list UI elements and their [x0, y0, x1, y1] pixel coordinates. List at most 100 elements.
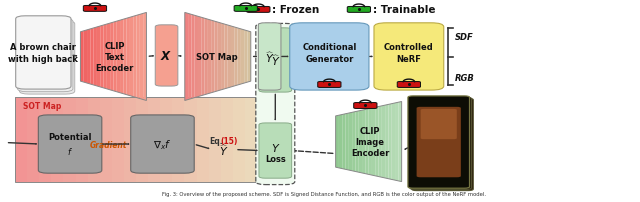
Polygon shape — [388, 104, 392, 180]
Polygon shape — [136, 98, 148, 182]
Polygon shape — [112, 98, 124, 182]
FancyBboxPatch shape — [290, 24, 369, 91]
Text: Controlled
NeRF: Controlled NeRF — [384, 43, 434, 63]
Polygon shape — [395, 103, 398, 181]
Polygon shape — [248, 32, 251, 83]
FancyBboxPatch shape — [19, 22, 75, 95]
Polygon shape — [196, 98, 209, 182]
Text: : Trainable: : Trainable — [372, 5, 435, 15]
FancyBboxPatch shape — [354, 103, 377, 109]
Polygon shape — [76, 98, 88, 182]
Polygon shape — [211, 21, 214, 93]
Polygon shape — [104, 25, 107, 89]
Polygon shape — [352, 112, 355, 172]
Text: A brown chair
with high back: A brown chair with high back — [8, 43, 78, 64]
Text: Loss: Loss — [265, 154, 285, 163]
FancyBboxPatch shape — [38, 115, 102, 173]
Text: Eq.: Eq. — [209, 136, 223, 145]
Polygon shape — [385, 105, 388, 179]
Polygon shape — [93, 28, 97, 86]
FancyBboxPatch shape — [259, 29, 292, 93]
Text: $\boldsymbol{X}$: $\boldsymbol{X}$ — [161, 50, 173, 63]
Polygon shape — [27, 98, 39, 182]
FancyBboxPatch shape — [131, 115, 194, 173]
FancyBboxPatch shape — [397, 82, 420, 88]
Polygon shape — [100, 26, 104, 88]
Text: SOT Map: SOT Map — [196, 53, 237, 62]
FancyBboxPatch shape — [234, 6, 257, 12]
Polygon shape — [335, 116, 339, 168]
Polygon shape — [191, 15, 195, 99]
Polygon shape — [198, 17, 202, 97]
Text: RGB: RGB — [454, 74, 474, 83]
Polygon shape — [392, 103, 395, 180]
Polygon shape — [342, 114, 346, 169]
Polygon shape — [365, 109, 369, 175]
Polygon shape — [208, 20, 211, 94]
Text: : Frozen: : Frozen — [272, 5, 319, 15]
Polygon shape — [90, 29, 93, 86]
Text: CLIP
Text
Encoder: CLIP Text Encoder — [95, 41, 134, 73]
FancyBboxPatch shape — [259, 123, 292, 178]
Polygon shape — [346, 114, 349, 170]
Polygon shape — [148, 98, 160, 182]
Polygon shape — [88, 98, 100, 182]
Polygon shape — [228, 26, 231, 88]
Polygon shape — [378, 106, 382, 177]
Text: $\nabla_x f$: $\nabla_x f$ — [153, 138, 172, 151]
Polygon shape — [184, 98, 196, 182]
FancyBboxPatch shape — [317, 82, 341, 88]
Text: $\widehat{Y}$: $\widehat{Y}$ — [219, 142, 228, 157]
Polygon shape — [221, 24, 225, 90]
Polygon shape — [221, 98, 233, 182]
Polygon shape — [39, 98, 51, 182]
FancyBboxPatch shape — [16, 17, 71, 90]
Polygon shape — [231, 27, 234, 87]
FancyBboxPatch shape — [156, 26, 178, 87]
Polygon shape — [97, 27, 100, 87]
FancyBboxPatch shape — [17, 19, 73, 92]
Polygon shape — [81, 32, 84, 83]
Polygon shape — [237, 29, 241, 86]
Polygon shape — [214, 22, 218, 92]
Polygon shape — [124, 98, 136, 182]
Polygon shape — [107, 24, 110, 90]
Polygon shape — [172, 98, 184, 182]
Text: Gradient: Gradient — [90, 140, 127, 149]
FancyBboxPatch shape — [420, 109, 457, 140]
Polygon shape — [205, 19, 208, 95]
Polygon shape — [116, 21, 120, 93]
Text: CLIP
Image
Encoder: CLIP Image Encoder — [351, 126, 389, 158]
Polygon shape — [140, 14, 143, 100]
Polygon shape — [369, 108, 372, 175]
Polygon shape — [398, 102, 402, 182]
FancyBboxPatch shape — [256, 24, 295, 185]
Polygon shape — [245, 98, 257, 182]
Polygon shape — [349, 113, 352, 171]
Polygon shape — [120, 20, 124, 94]
Polygon shape — [51, 98, 63, 182]
FancyBboxPatch shape — [348, 7, 371, 13]
Text: (15): (15) — [221, 136, 238, 145]
Polygon shape — [15, 98, 27, 182]
Polygon shape — [382, 106, 385, 178]
Polygon shape — [372, 108, 375, 176]
Polygon shape — [209, 98, 221, 182]
Text: $Y$: $Y$ — [271, 141, 280, 153]
Text: $\widehat{Y}$: $\widehat{Y}$ — [265, 50, 275, 65]
Polygon shape — [100, 98, 112, 182]
Polygon shape — [355, 111, 359, 172]
Polygon shape — [362, 110, 365, 174]
Polygon shape — [202, 18, 205, 96]
Polygon shape — [188, 14, 191, 100]
Polygon shape — [375, 107, 378, 177]
Polygon shape — [218, 23, 221, 91]
Polygon shape — [124, 19, 127, 95]
Polygon shape — [359, 111, 362, 173]
Polygon shape — [160, 98, 172, 182]
Text: SDF: SDF — [454, 33, 473, 42]
FancyBboxPatch shape — [259, 24, 281, 91]
Polygon shape — [130, 17, 133, 97]
Text: Potential
$f$: Potential $f$ — [48, 133, 92, 156]
Polygon shape — [339, 115, 342, 169]
